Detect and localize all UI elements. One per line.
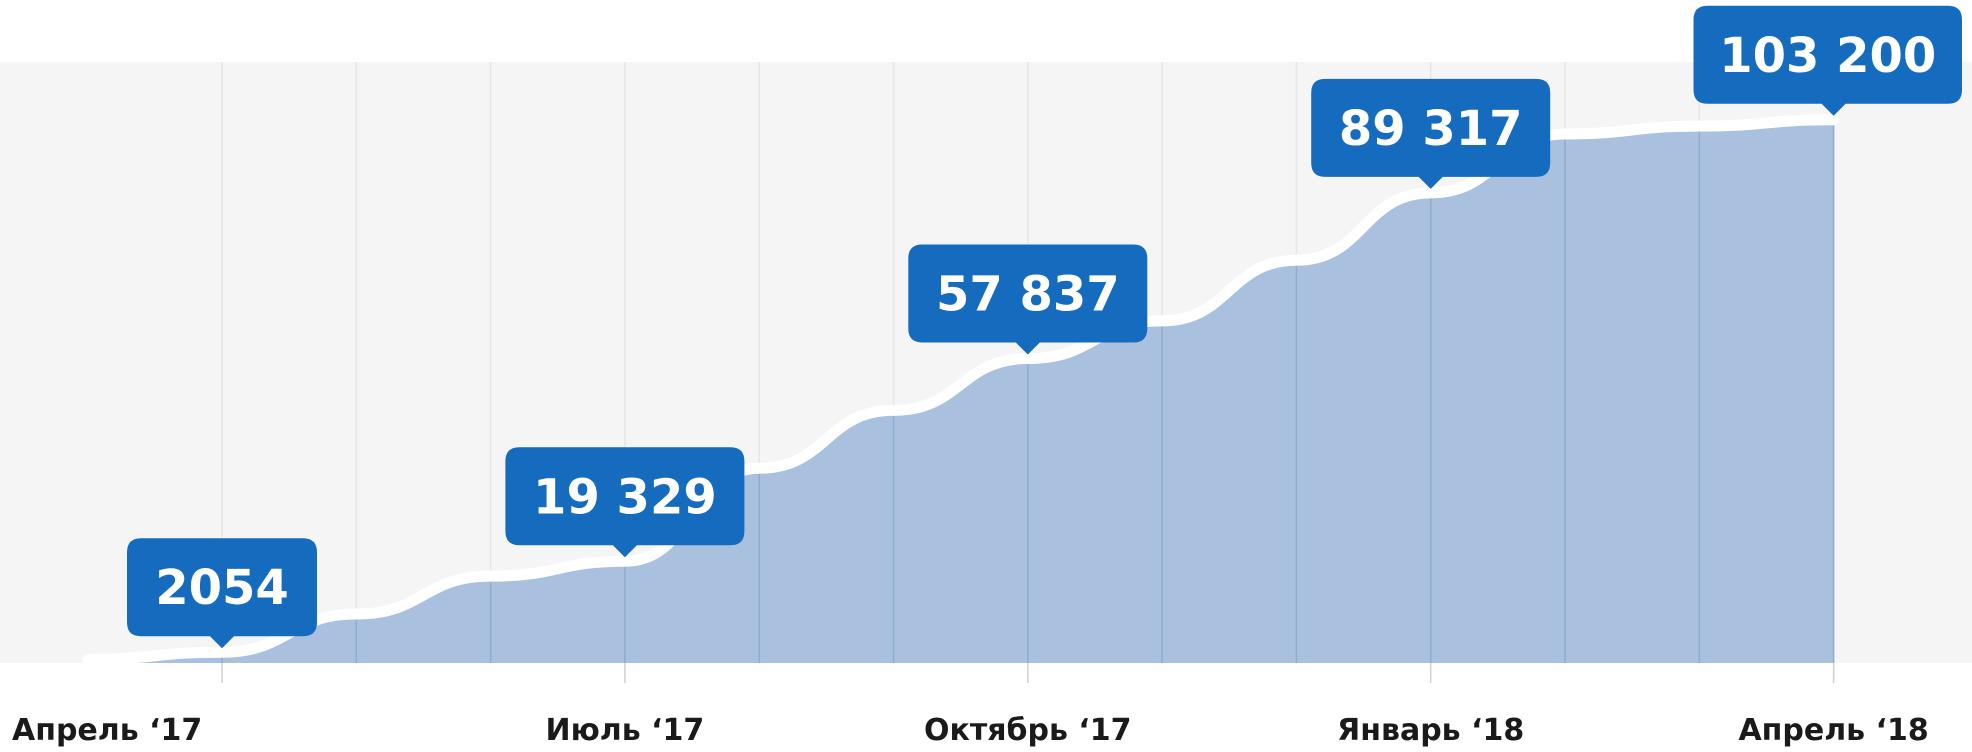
callout-oct17: 57 837: [908, 244, 1148, 355]
callout-value: 19 329: [533, 469, 717, 525]
callout-box: [1693, 5, 1962, 116]
x-tick-label-jul17: Июль ‘17: [545, 713, 704, 748]
callout-box: [505, 447, 745, 558]
x-axis-ticks: [221, 663, 1835, 683]
area-dividers: [221, 119, 1835, 663]
value-callouts: 2054 19 329 57 837 89 317 103 200: [127, 5, 1962, 649]
callout-value: 2054: [155, 560, 289, 616]
callout-apr17: 2054: [127, 538, 317, 649]
callout-value: 89 317: [1339, 101, 1523, 157]
callout-box: [127, 538, 317, 649]
callout-jan18: 89 317: [1311, 78, 1551, 189]
callout-apr18: 103 200: [1693, 5, 1962, 116]
callout-box: [1311, 78, 1551, 189]
x-tick-label-apr18: Апрель ‘18: [1738, 713, 1928, 748]
x-tick-label-jan18: Январь ‘18: [1337, 713, 1524, 748]
callout-value: 103 200: [1719, 28, 1936, 84]
cumulative-area: [88, 119, 1834, 664]
callout-value: 57 837: [936, 267, 1120, 323]
x-tick-label-oct17: Октябрь ‘17: [924, 713, 1132, 748]
x-tick-label-apr17: Апрель ‘17: [12, 713, 202, 748]
callout-jul17: 19 329: [505, 447, 745, 558]
callout-box: [908, 244, 1148, 355]
x-axis-labels: Апрель ‘17 Июль ‘17 Октябрь ‘17 Январь ‘…: [12, 713, 1929, 748]
